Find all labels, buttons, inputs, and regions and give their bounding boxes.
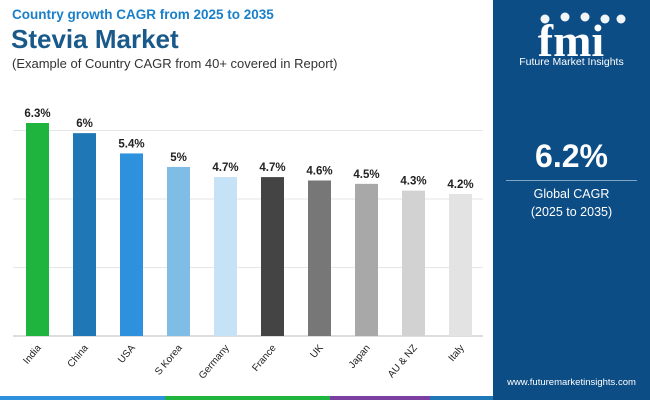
global-cagr-value: 6.2% xyxy=(535,138,608,174)
page-title: Stevia Market xyxy=(11,24,179,54)
data-label: 4.6% xyxy=(306,165,332,177)
tick-label: India xyxy=(21,343,44,367)
tick-label: Germany xyxy=(197,343,232,382)
footer-segment xyxy=(165,396,330,400)
divider xyxy=(506,180,637,181)
tick-label: China xyxy=(66,343,92,370)
data-label: 4.7% xyxy=(259,162,285,174)
cagr-period: (2025 to 2035) xyxy=(530,205,613,219)
tick-label: Japan xyxy=(347,343,373,371)
data-label: 6% xyxy=(76,118,93,130)
tick-label: AU & NZ xyxy=(386,343,420,380)
bar-0 xyxy=(26,123,49,336)
tick-label: Italy xyxy=(447,343,467,364)
logo-text: fmi xyxy=(538,15,605,66)
data-label: 4.7% xyxy=(212,162,238,174)
footer-segment xyxy=(430,396,493,400)
website-link[interactable]: www.futuremarketinsights.com xyxy=(507,377,636,388)
chart-subtitle: Country growth CAGR from 2025 to 2035 xyxy=(12,7,274,22)
summary-panel: fmi Future Market Insights 6.2% Global C… xyxy=(493,0,650,400)
chart-description: (Example of Country CAGR from 40+ covere… xyxy=(12,56,338,71)
tick-label: S Korea xyxy=(153,343,185,378)
bar-7 xyxy=(355,183,378,336)
bar-9 xyxy=(449,194,472,336)
bar-chart: 6.3% India 6% China 5.4% USA 5% S Korea 4.7% Germ… xyxy=(13,108,483,382)
data-label: 5% xyxy=(170,152,187,164)
tick-label: France xyxy=(250,343,279,374)
bar-2 xyxy=(120,153,143,336)
fmi-logo-icon: fmi xyxy=(538,12,626,66)
data-label: 5.4% xyxy=(118,138,144,150)
footer-segment xyxy=(0,396,165,400)
bar-4 xyxy=(214,177,237,336)
bar-5 xyxy=(261,177,284,336)
bar-3 xyxy=(167,166,190,336)
footer-color-bar xyxy=(0,396,493,400)
data-label: 4.5% xyxy=(353,169,379,181)
tick-label: UK xyxy=(308,343,326,361)
footer-segment xyxy=(330,396,430,400)
bar-6 xyxy=(308,180,331,336)
data-label: 4.3% xyxy=(400,176,426,188)
global-cagr-label: Global CAGR xyxy=(533,187,610,201)
tick-label: USA xyxy=(116,343,138,366)
bar-1 xyxy=(73,133,96,336)
data-label: 4.2% xyxy=(447,179,473,191)
bar-8 xyxy=(402,190,425,336)
brand-name: Future Market Insights xyxy=(519,56,624,68)
data-label: 6.3% xyxy=(24,108,50,120)
